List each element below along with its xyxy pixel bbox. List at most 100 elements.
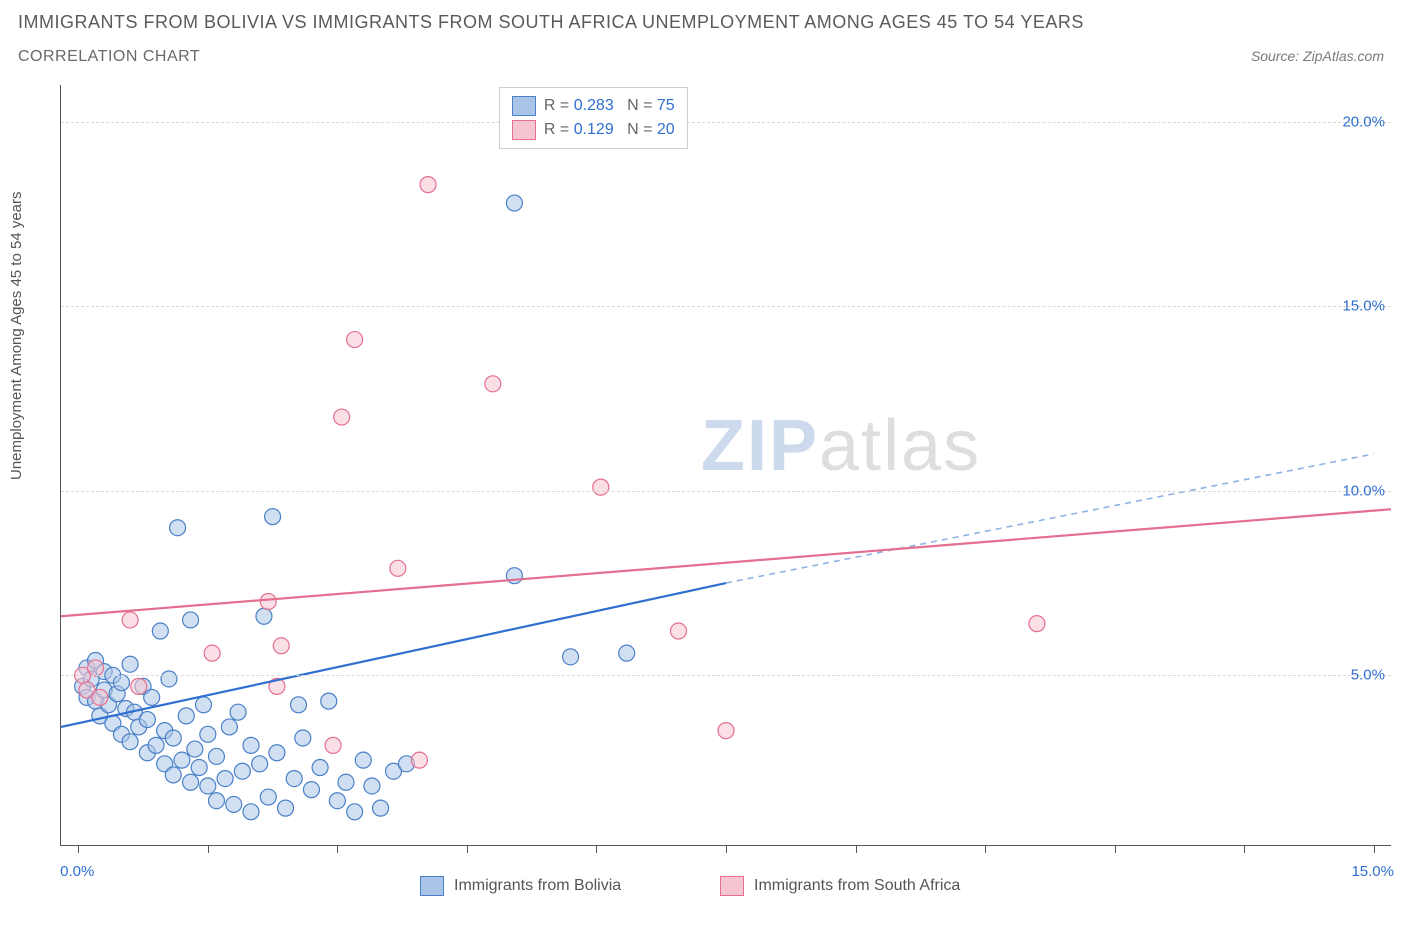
gridline-h [61,491,1391,492]
marker-bolivia [148,737,164,753]
marker-bolivia [183,612,199,628]
marker-bolivia [312,760,328,776]
x-tick [337,845,338,853]
x-tick [1374,845,1375,853]
marker-bolivia [230,704,246,720]
y-tick-label: 15.0% [1342,298,1385,315]
marker-bolivia [619,645,635,661]
marker-bolivia [139,712,155,728]
marker-south_africa [273,638,289,654]
marker-south_africa [88,660,104,676]
marker-bolivia [364,778,380,794]
y-tick-label: 5.0% [1351,667,1385,684]
legend-item-bolivia: Immigrants from Bolivia [420,876,621,896]
marker-south_africa [1029,616,1045,632]
source-name: ZipAtlas.com [1303,48,1384,64]
marker-bolivia [329,793,345,809]
marker-south_africa [204,645,220,661]
marker-bolivia [338,774,354,790]
marker-bolivia [144,689,160,705]
x-tick [1244,845,1245,853]
marker-south_africa [411,752,427,768]
y-tick-label: 10.0% [1342,482,1385,499]
marker-bolivia [252,756,268,772]
marker-bolivia [174,752,190,768]
trendline-south_africa [61,509,1391,616]
marker-bolivia [208,793,224,809]
marker-south_africa [485,376,501,392]
legend-label-bolivia: Immigrants from Bolivia [454,877,621,895]
marker-bolivia [243,737,259,753]
x-tick [985,845,986,853]
marker-bolivia [291,697,307,713]
marker-south_africa [122,612,138,628]
marker-bolivia [187,741,203,757]
marker-south_africa [92,689,108,705]
legend-item-south_africa: Immigrants from South Africa [720,876,960,896]
marker-south_africa [347,332,363,348]
x-tick [78,845,79,853]
marker-bolivia [161,671,177,687]
x-tick-label: 15.0% [1351,863,1394,880]
swatch-south_africa [512,120,536,140]
chart-title: IMMIGRANTS FROM BOLIVIA VS IMMIGRANTS FR… [18,12,1084,33]
chart-subtitle: CORRELATION CHART [18,48,200,66]
y-tick-label: 20.0% [1342,113,1385,130]
scatter-plot-area: ZIPatlas 5.0%10.0%15.0%20.0% [60,85,1391,846]
marker-bolivia [200,726,216,742]
plot-svg [61,85,1391,845]
x-tick [467,845,468,853]
marker-south_africa [420,177,436,193]
legend-swatch-bolivia [420,876,444,896]
marker-bolivia [373,800,389,816]
x-tick [596,845,597,853]
x-tick [726,845,727,853]
marker-south_africa [325,737,341,753]
marker-bolivia [265,509,281,525]
x-tick [208,845,209,853]
marker-bolivia [563,649,579,665]
marker-south_africa [390,560,406,576]
marker-south_africa [593,479,609,495]
marker-bolivia [234,763,250,779]
marker-south_africa [131,678,147,694]
x-tick [1115,845,1116,853]
marker-bolivia [170,520,186,536]
marker-bolivia [196,697,212,713]
marker-bolivia [200,778,216,794]
legend-label-south_africa: Immigrants from South Africa [754,877,960,895]
marker-bolivia [217,771,233,787]
stat-legend: R = 0.283 N = 75 R = 0.129 N = 20 [499,87,688,149]
marker-south_africa [671,623,687,639]
source-attribution: Source: ZipAtlas.com [1251,48,1384,64]
marker-bolivia [122,734,138,750]
stat-row-south_africa: R = 0.129 N = 20 [512,118,675,142]
marker-bolivia [355,752,371,768]
marker-bolivia [243,804,259,820]
y-axis-label: Unemployment Among Ages 45 to 54 years [8,191,25,480]
marker-bolivia [295,730,311,746]
x-tick [856,845,857,853]
marker-bolivia [256,608,272,624]
source-prefix: Source: [1251,48,1303,64]
swatch-bolivia [512,96,536,116]
x-tick-label: 0.0% [60,863,94,880]
marker-bolivia [260,789,276,805]
marker-bolivia [183,774,199,790]
marker-bolivia [165,730,181,746]
marker-bolivia [165,767,181,783]
marker-bolivia [269,745,285,761]
marker-south_africa [260,594,276,610]
marker-bolivia [221,719,237,735]
gridline-h [61,122,1391,123]
marker-bolivia [113,675,129,691]
marker-bolivia [286,771,302,787]
stat-row-bolivia: R = 0.283 N = 75 [512,94,675,118]
marker-bolivia [347,804,363,820]
gridline-h [61,306,1391,307]
marker-south_africa [334,409,350,425]
stat-text-bolivia: R = 0.283 N = 75 [544,97,675,115]
marker-south_africa [718,723,734,739]
marker-bolivia [506,195,522,211]
gridline-h [61,675,1391,676]
